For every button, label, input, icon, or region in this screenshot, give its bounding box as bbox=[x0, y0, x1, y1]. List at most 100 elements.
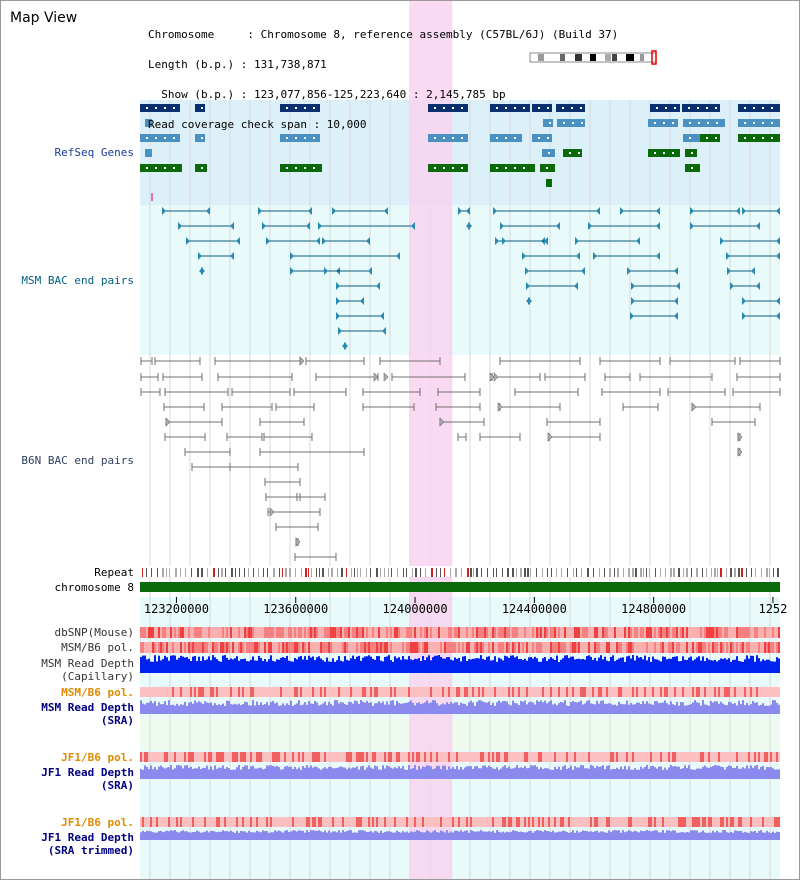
msm-depth-sra-bar bbox=[426, 700, 428, 714]
dbsnp-density bbox=[442, 627, 444, 638]
msm-depth-capillary-bar bbox=[734, 659, 736, 673]
jf1-depth-trim-bar bbox=[758, 831, 760, 840]
msm-depth-sra-bar bbox=[628, 704, 630, 714]
dbsnp-density bbox=[244, 627, 246, 638]
jf1-sra-pol-density bbox=[392, 752, 394, 762]
msm-depth-sra-bar bbox=[556, 705, 558, 714]
track-label-repeat[interactable]: Repeat bbox=[94, 566, 134, 579]
jf1-depth-sra-bar bbox=[164, 768, 166, 779]
track-label-msm-pol-1[interactable]: MSM/B6 pol. bbox=[61, 641, 134, 654]
msm-depth-capillary-bar bbox=[564, 655, 566, 673]
msm-pol-density bbox=[250, 642, 252, 653]
msm-sra-pol-density bbox=[472, 687, 474, 697]
msm-pol-density bbox=[540, 642, 542, 653]
msm-sra-pol-density bbox=[722, 687, 724, 697]
msm-depth-capillary-bar bbox=[408, 656, 410, 673]
track-label-jf1-pol-1[interactable]: JF1/B6 pol. bbox=[61, 751, 134, 764]
track-label-b6n-bac[interactable]: B6N BAC end pairs bbox=[21, 454, 134, 467]
gene-exon-mark bbox=[496, 167, 498, 169]
msm-pol-density bbox=[454, 642, 456, 653]
track-label-jf1-pol-2[interactable]: JF1/B6 pol. bbox=[61, 816, 134, 829]
jf1-depth-sra-bar bbox=[284, 766, 286, 779]
dbsnp-density bbox=[662, 627, 664, 638]
msm-depth-sra-bar bbox=[272, 700, 274, 714]
dbsnp-density bbox=[626, 627, 628, 638]
track-label-jf1-depth-sra[interactable]: JF1 Read Depth (SRA) bbox=[41, 766, 134, 792]
msm-sra-pol-density bbox=[296, 687, 298, 697]
dbsnp-density bbox=[548, 627, 550, 638]
jf1-trim-pol-density bbox=[278, 817, 280, 827]
dbsnp-density bbox=[364, 627, 366, 638]
dbsnp-density bbox=[772, 627, 774, 638]
track-label-jf1-depth-trimmed[interactable]: JF1 Read Depth (SRA trimmed) bbox=[41, 831, 134, 857]
track-label-refseq[interactable]: RefSeq Genes bbox=[54, 146, 134, 159]
track-label-msm-depth-sra[interactable]: MSM Read Depth (SRA) bbox=[41, 701, 134, 727]
jf1-trim-pol-density bbox=[306, 817, 308, 827]
dbsnp-density bbox=[306, 627, 308, 638]
msm-bac-track-bg bbox=[140, 205, 780, 355]
msm-depth-sra-bar bbox=[160, 704, 162, 714]
jf1-sra-pol-density bbox=[522, 752, 524, 762]
msm-depth-sra-bar bbox=[456, 702, 458, 714]
jf1-sra-pol-density bbox=[280, 752, 282, 762]
msm-depth-capillary-bar bbox=[584, 659, 586, 673]
jf1-depth-trim-bar bbox=[546, 831, 548, 840]
jf1-trim-pol-density bbox=[358, 817, 360, 827]
msm-sra-pol-density bbox=[358, 687, 360, 697]
jf1-depth-trim-bar bbox=[278, 830, 280, 840]
dbsnp-density bbox=[500, 627, 502, 638]
msm-sra-pol-density bbox=[350, 687, 352, 697]
jf1-depth-trim-bar bbox=[700, 832, 702, 840]
track-label-msm-depth-capillary[interactable]: MSM Read Depth (Capillary) bbox=[41, 657, 134, 683]
jf1-sra-pol-density bbox=[696, 752, 698, 762]
msm-depth-capillary-bar bbox=[732, 659, 734, 673]
gene-exon-mark bbox=[434, 167, 436, 169]
gene-exon-mark bbox=[146, 107, 148, 109]
msm-pol-density bbox=[262, 642, 264, 653]
jf1-depth-sra-bar bbox=[360, 766, 362, 779]
jf1-trim-pol-density bbox=[230, 817, 232, 827]
msm-depth-sra-bar bbox=[458, 705, 460, 714]
msm-pol-density bbox=[724, 642, 726, 653]
track-label-chromosome[interactable]: chromosome 8 bbox=[54, 581, 134, 594]
jf1-sra-pol-density bbox=[562, 752, 564, 762]
gene-exon-mark bbox=[665, 107, 667, 109]
track-label-msm-pol-2[interactable]: MSM/B6 pol. bbox=[61, 686, 134, 699]
msm-pol-density bbox=[372, 642, 374, 653]
msm-pol-density bbox=[182, 642, 184, 653]
msm-pol-density bbox=[150, 642, 152, 653]
track-label-dbsnp[interactable]: dbSNP(Mouse) bbox=[54, 626, 134, 639]
msm-depth-sra-bar bbox=[366, 700, 368, 714]
msm-depth-sra-bar bbox=[598, 703, 600, 714]
jf1-sra-pol-density bbox=[334, 752, 336, 762]
jf1-sra-pol-density bbox=[586, 752, 588, 762]
dbsnp-density bbox=[530, 627, 532, 638]
jf1-depth-sra-bar bbox=[666, 769, 668, 779]
msm-depth-capillary-bar bbox=[230, 658, 232, 673]
dbsnp-density bbox=[560, 627, 562, 638]
repeat-element bbox=[493, 568, 494, 577]
msm-depth-sra-bar bbox=[294, 704, 296, 714]
repeat-element bbox=[218, 568, 219, 577]
msm-depth-capillary-bar bbox=[206, 659, 208, 673]
jf1-depth-sra-bar bbox=[704, 765, 706, 779]
gene-exon-mark bbox=[164, 167, 166, 169]
jf1-sra-pol-density bbox=[670, 752, 672, 762]
dbsnp-density bbox=[478, 627, 480, 638]
msm-depth-sra-bar bbox=[626, 700, 628, 714]
jf1-trim-pol-density bbox=[588, 817, 590, 827]
jf1-trim-pol-density bbox=[342, 817, 344, 827]
msm-pol-density bbox=[678, 642, 680, 653]
repeat-element bbox=[415, 568, 417, 577]
msm-pol-density bbox=[256, 642, 258, 653]
jf1-depth-trim-bar bbox=[516, 831, 518, 840]
msm-bac-end bbox=[366, 237, 370, 245]
track-label-msm-bac[interactable]: MSM BAC end pairs bbox=[21, 274, 134, 287]
jf1-sra-pol-density bbox=[714, 752, 716, 762]
repeat-element bbox=[755, 568, 756, 577]
msm-pol-density bbox=[660, 642, 662, 653]
repeat-element bbox=[380, 568, 381, 577]
msm-depth-capillary-bar bbox=[210, 660, 212, 673]
msm-bac-end bbox=[458, 207, 462, 215]
